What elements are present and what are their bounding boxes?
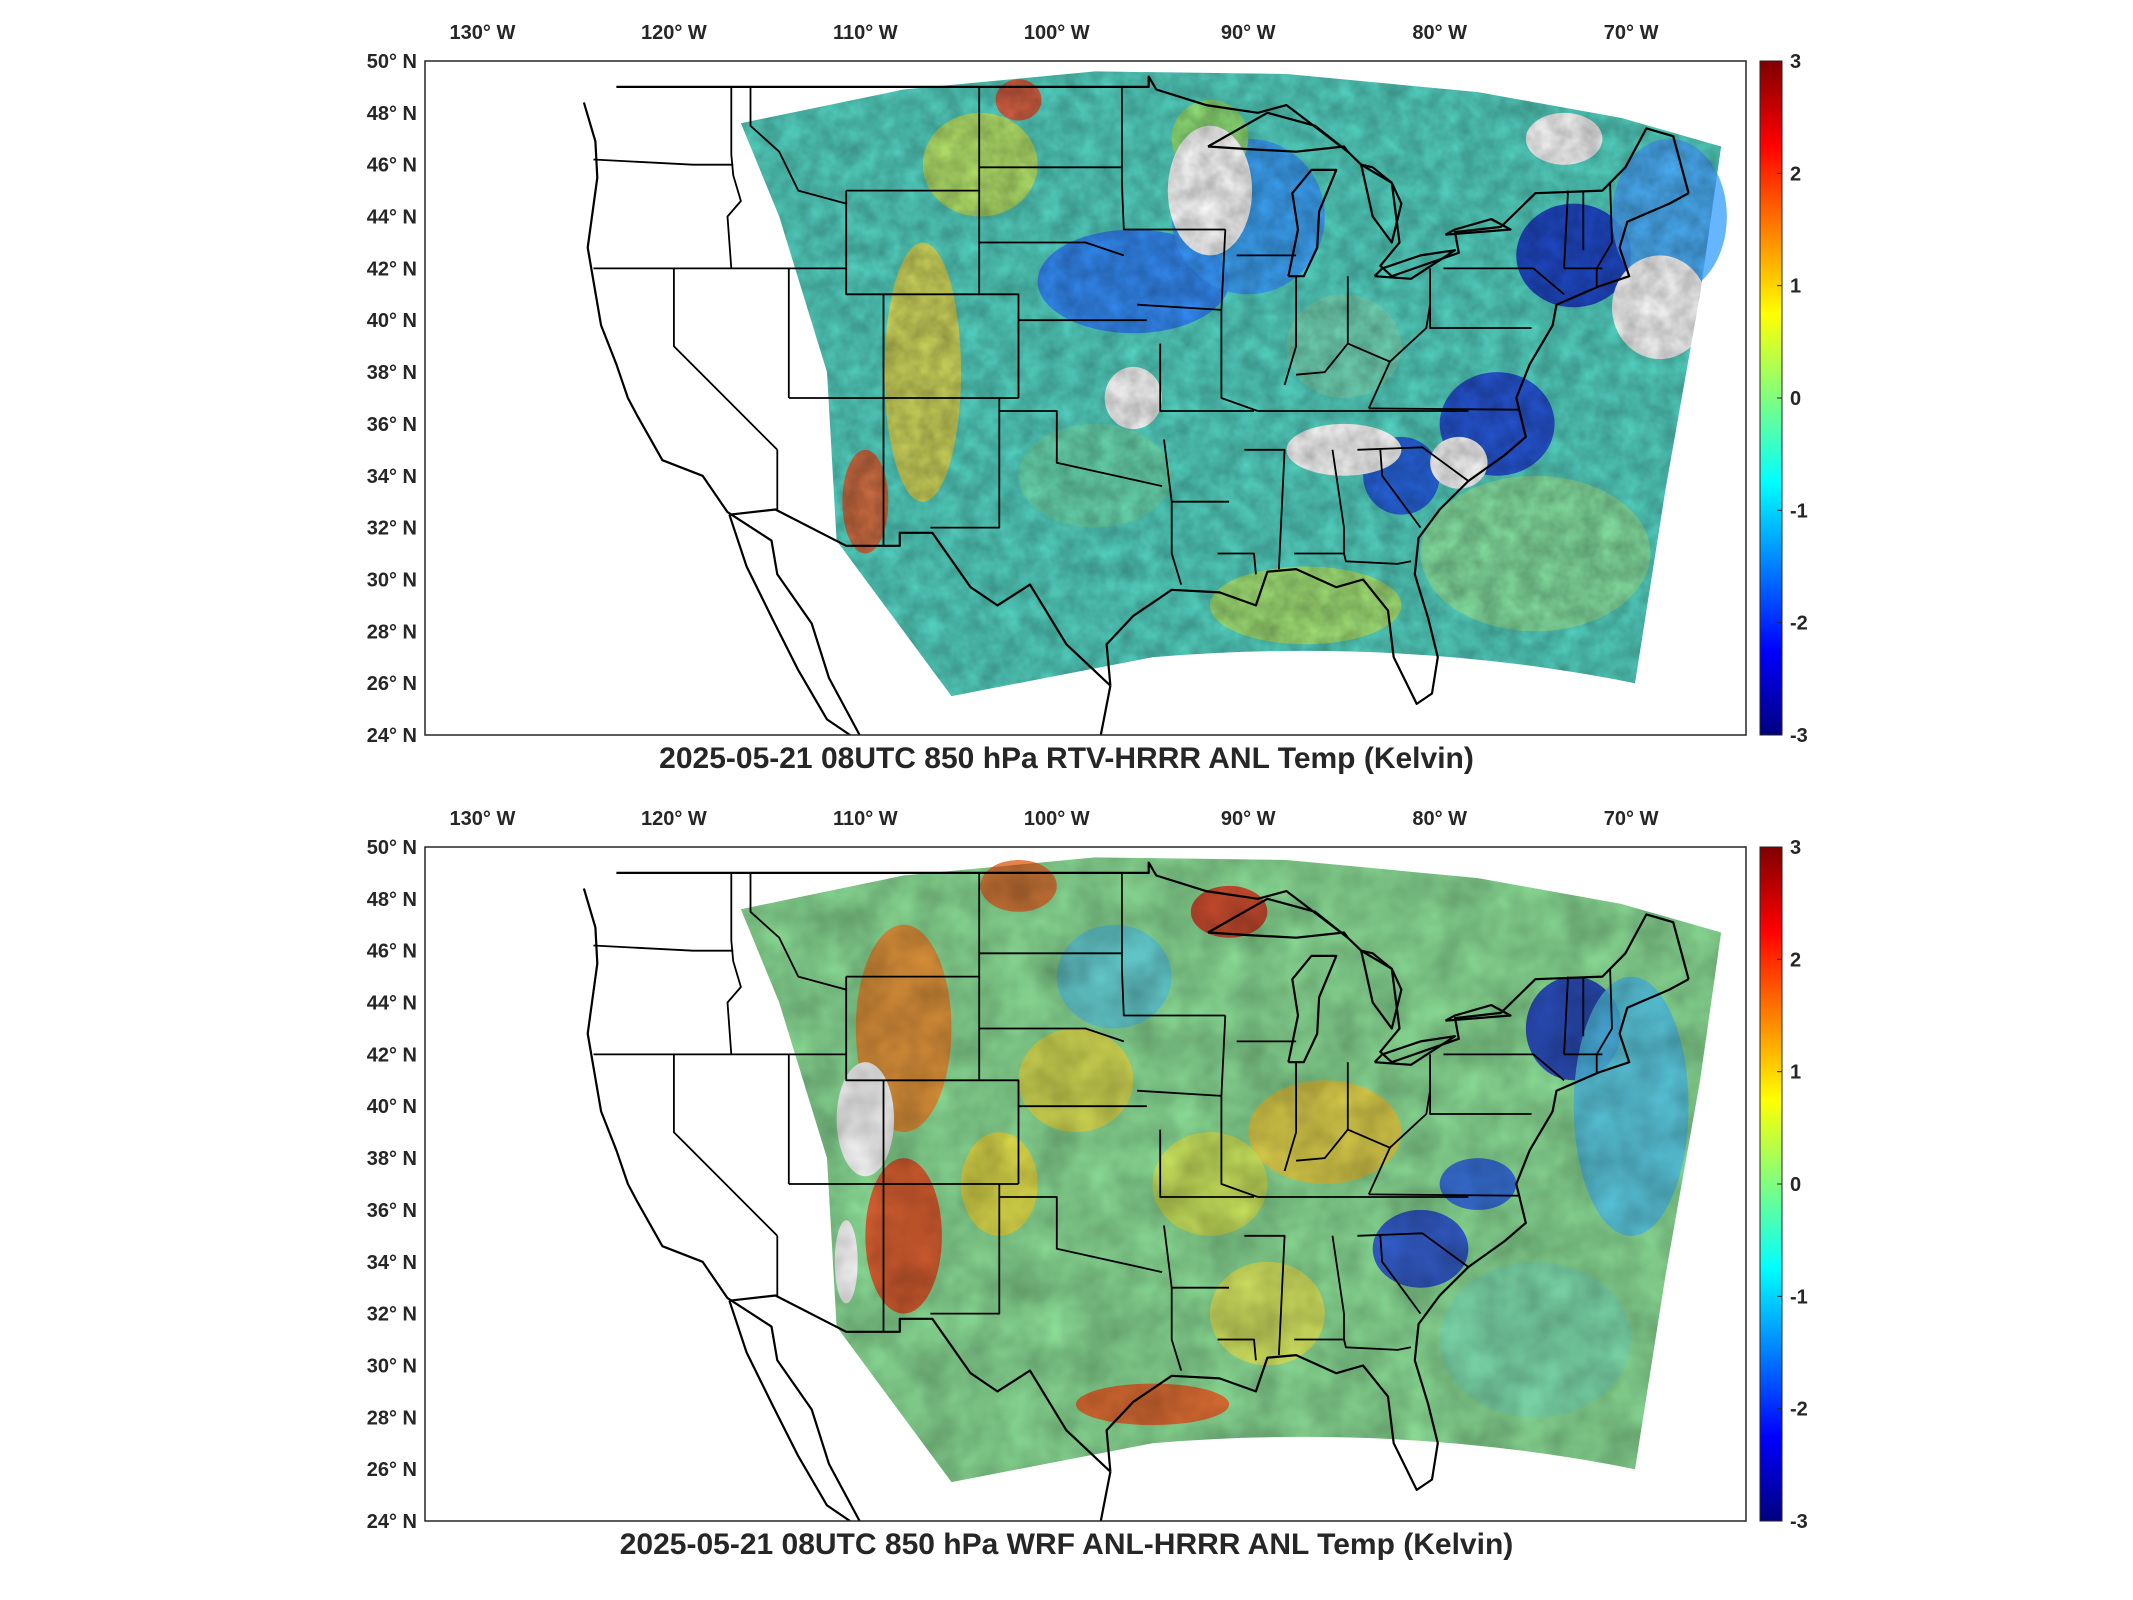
lat-tick-label: 44° N: [367, 207, 417, 229]
lon-tick-label: 110° W: [833, 808, 898, 830]
lat-tick-label: 46° N: [367, 155, 417, 177]
colorbar-tick-label: -3: [1790, 1511, 1808, 1533]
lon-tick-label: 110° W: [833, 22, 898, 44]
lon-tick-label: 80° W: [1412, 808, 1467, 830]
lat-tick-label: 40° N: [367, 1096, 417, 1118]
lat-tick-label: 48° N: [367, 889, 417, 911]
lon-tick-label: 130° W: [450, 808, 516, 830]
lat-tick-label: 48° N: [367, 103, 417, 125]
lon-tick-label: 100° W: [1024, 22, 1090, 44]
lat-tick-label: 50° N: [367, 837, 417, 859]
lon-tick-label: 120° W: [641, 808, 707, 830]
lat-tick-label: 26° N: [367, 673, 417, 695]
lat-tick-label: 28° N: [367, 621, 417, 643]
panel-wrf-hrrr: 130° W 120° W 110° W 100° W 90° W 80° W 70° W 5…: [0, 786, 2133, 1576]
colorbar-tick-label: -2: [1790, 1399, 1808, 1421]
lat-tick-label: 42° N: [367, 1044, 417, 1066]
colorbar-tick-label: -1: [1790, 1286, 1808, 1308]
colorbar-tick-label: -3: [1790, 725, 1808, 747]
map-frame: [424, 60, 1747, 736]
colorbar-tick-label: 1: [1790, 276, 1801, 298]
lat-tick-label: 34° N: [367, 1252, 417, 1274]
lat-tick-label: 32° N: [367, 1304, 417, 1326]
colorbar-tick-label: 0: [1790, 1174, 1801, 1196]
colorbar-tick-label: 3: [1790, 51, 1801, 73]
map-figure-rtv: 130° W 120° W 110° W 100° W 90° W 80° W 70° W 5…: [367, 22, 1808, 747]
colorbar-tick-label: 3: [1790, 837, 1801, 859]
colorbar-tick-label: 2: [1790, 163, 1801, 185]
lon-tick-label: 70° W: [1604, 808, 1659, 830]
lat-tick-label: 30° N: [367, 1355, 417, 1377]
lon-tick-label: 70° W: [1604, 22, 1659, 44]
lat-tick-label: 34° N: [367, 466, 417, 488]
lat-tick-label: 32° N: [367, 518, 417, 540]
lat-tick-label: 36° N: [367, 414, 417, 436]
lat-tick-label: 46° N: [367, 941, 417, 963]
lat-tick-label: 44° N: [367, 993, 417, 1015]
lat-tick-label: 24° N: [367, 1511, 417, 1533]
map-frame: [424, 846, 1747, 1522]
geographic-boundaries: [582, 861, 1690, 1521]
panel-rtv-hrrr: 130° W 120° W 110° W 100° W 90° W 80° W 70° W 5…: [0, 0, 2133, 790]
lat-tick-label: 26° N: [367, 1459, 417, 1481]
lat-tick-label: 30° N: [367, 569, 417, 591]
lat-tick-label: 36° N: [367, 1200, 417, 1222]
lon-tick-label: 90° W: [1221, 22, 1276, 44]
lon-tick-label: 100° W: [1024, 808, 1090, 830]
panel-title-rtv-hrrr: 2025-05-21 08UTC 850 hPa RTV-HRRR ANL Te…: [659, 742, 1474, 775]
lon-tick-label: 130° W: [450, 22, 516, 44]
geographic-boundaries: [582, 75, 1690, 735]
colorbar-tick-label: -1: [1790, 500, 1808, 522]
colorbar-tick-label: 2: [1790, 949, 1801, 971]
lat-tick-label: 28° N: [367, 1407, 417, 1429]
lat-tick-label: 50° N: [367, 51, 417, 73]
temperature-field: [582, 71, 1727, 735]
panel-title-wrf-hrrr: 2025-05-21 08UTC 850 hPa WRF ANL-HRRR AN…: [619, 1528, 1514, 1561]
lat-tick-label: 42° N: [367, 258, 417, 280]
lat-tick-label: 38° N: [367, 362, 417, 384]
temperature-field: [582, 857, 1722, 1521]
lat-tick-label: 38° N: [367, 1148, 417, 1170]
lon-tick-label: 90° W: [1221, 808, 1276, 830]
colorbar-tick-label: 1: [1790, 1062, 1801, 1084]
map-figure-wrf: 130° W 120° W 110° W 100° W 90° W 80° W 70° W 5…: [367, 808, 1808, 1533]
colorbar-tick-label: 0: [1790, 388, 1801, 410]
colorbar-tick-label: -2: [1790, 613, 1808, 635]
lat-tick-label: 40° N: [367, 310, 417, 332]
lon-tick-label: 80° W: [1412, 22, 1467, 44]
lat-tick-label: 24° N: [367, 725, 417, 747]
lon-tick-label: 120° W: [641, 22, 707, 44]
